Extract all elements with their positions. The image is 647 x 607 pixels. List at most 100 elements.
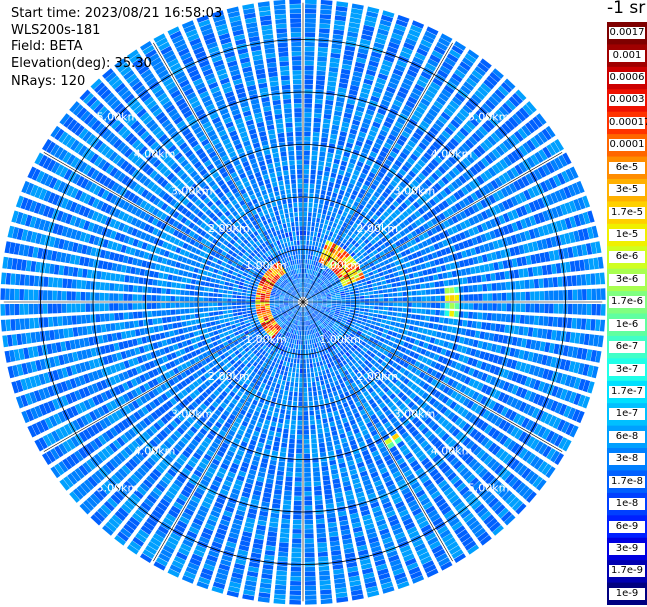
scan-cell xyxy=(303,202,308,208)
scan-cell xyxy=(198,536,210,545)
scan-cell xyxy=(492,192,501,202)
scan-cell xyxy=(454,92,466,103)
scan-cell xyxy=(441,533,454,543)
scan-cell xyxy=(373,242,380,249)
scan-cell xyxy=(404,161,413,169)
scan-cell xyxy=(316,532,327,538)
scan-cell xyxy=(329,312,334,316)
scan-cell xyxy=(340,68,351,75)
scan-cell xyxy=(440,265,447,272)
scan-cell xyxy=(146,457,157,467)
scan-cell xyxy=(403,469,413,478)
scan-cell xyxy=(394,121,404,129)
scan-cell xyxy=(156,395,165,404)
scan-cell xyxy=(409,459,419,468)
scan-cell xyxy=(330,52,341,59)
scan-cell xyxy=(464,376,471,385)
scan-cell xyxy=(319,311,324,315)
scan-cell xyxy=(63,476,74,488)
scan-cell xyxy=(152,468,162,478)
scan-cell xyxy=(273,323,278,328)
scan-cell xyxy=(434,224,442,233)
scan-cell xyxy=(344,253,350,258)
scan-cell xyxy=(412,87,423,97)
scan-cell xyxy=(468,311,473,319)
scan-cell xyxy=(530,254,537,265)
scan-cell xyxy=(330,371,336,377)
scan-cell xyxy=(431,296,436,302)
scan-cell xyxy=(211,541,223,549)
scan-cell xyxy=(321,317,326,321)
scan-cell xyxy=(325,383,331,389)
scan-cell xyxy=(363,261,369,266)
scan-cell xyxy=(414,361,421,368)
scan-cell xyxy=(235,417,242,424)
scan-cell xyxy=(348,415,355,421)
scan-cell xyxy=(474,265,481,274)
scan-cell xyxy=(349,276,355,281)
scan-cell xyxy=(377,155,385,162)
scan-cell xyxy=(351,216,357,222)
scan-cell xyxy=(279,389,284,395)
scan-cell xyxy=(363,312,369,316)
scan-cell xyxy=(332,376,338,382)
scan-cell xyxy=(327,284,332,288)
scan-cell xyxy=(246,368,253,375)
scan-cell xyxy=(349,266,355,271)
scan-cell xyxy=(322,315,327,319)
scan-cell xyxy=(227,383,234,390)
scan-cell xyxy=(345,241,351,247)
scan-cell xyxy=(146,494,157,504)
scan-cell xyxy=(253,336,259,341)
scan-cell xyxy=(329,367,334,373)
scan-cell xyxy=(202,475,212,483)
scan-cell xyxy=(438,339,445,347)
scan-cell xyxy=(272,498,281,505)
scan-cell xyxy=(274,363,279,369)
scan-cell xyxy=(314,108,322,114)
scan-cell xyxy=(432,77,444,87)
scan-cell xyxy=(305,4,317,9)
scan-cell xyxy=(529,215,537,226)
scan-cell xyxy=(499,324,506,333)
scan-cell xyxy=(329,397,335,403)
scan-cell xyxy=(305,325,308,331)
scan-cell xyxy=(329,62,340,68)
scan-cell xyxy=(280,334,284,339)
scan-cell xyxy=(415,106,426,115)
scan-cell xyxy=(326,245,331,251)
scan-cell xyxy=(137,467,147,477)
scan-cell xyxy=(377,358,383,364)
scan-cell xyxy=(312,304,317,307)
scan-cell xyxy=(518,431,528,443)
scan-cell xyxy=(366,248,372,254)
scan-cell xyxy=(340,269,345,274)
scan-cell xyxy=(156,433,165,442)
scan-cell xyxy=(331,212,337,218)
scan-cell xyxy=(365,527,376,535)
scan-cell xyxy=(303,164,310,170)
scan-cell xyxy=(420,348,427,355)
scan-cell xyxy=(162,544,175,554)
scan-cell xyxy=(308,401,314,406)
scan-cell xyxy=(480,210,489,220)
scan-cell xyxy=(275,383,281,389)
scan-cell xyxy=(310,367,314,373)
scan-cell xyxy=(429,352,436,359)
scan-cell xyxy=(422,560,435,569)
scan-cell xyxy=(360,299,365,302)
scan-cell xyxy=(331,339,336,344)
scan-cell xyxy=(443,220,450,228)
scan-cell xyxy=(538,316,544,326)
scan-cell xyxy=(295,463,302,468)
scan-cell xyxy=(491,283,497,291)
scan-cell xyxy=(512,499,523,512)
scan-cell xyxy=(316,247,321,252)
scan-cell xyxy=(279,315,284,319)
scan-cell xyxy=(478,293,483,301)
scan-cell xyxy=(345,278,351,283)
scan-cell xyxy=(315,518,325,524)
scan-cell xyxy=(211,458,221,466)
scan-cell xyxy=(341,319,347,324)
scan-cell xyxy=(205,492,215,501)
